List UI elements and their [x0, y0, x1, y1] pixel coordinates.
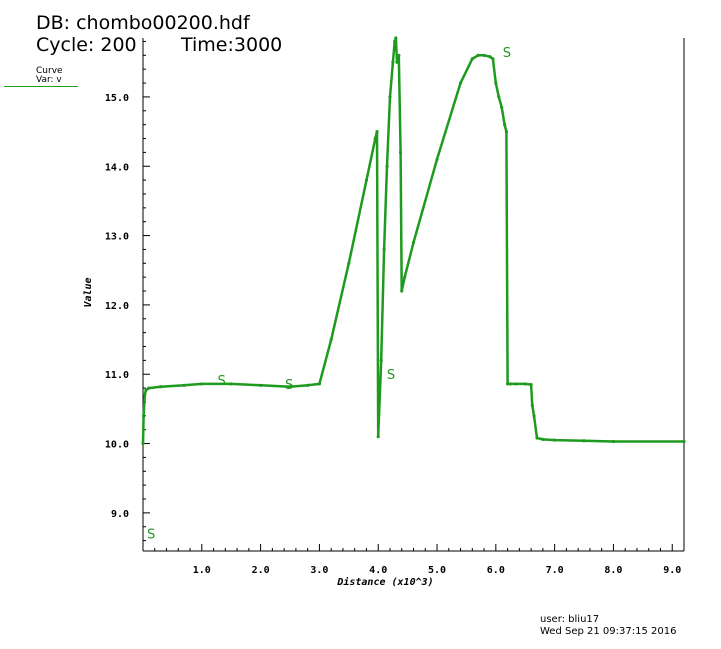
- data-point: [200, 382, 204, 386]
- data-point: [259, 383, 263, 387]
- legend-line: [4, 86, 78, 87]
- data-point: [376, 435, 380, 439]
- data-point: [488, 55, 492, 59]
- data-point: [379, 358, 383, 362]
- data-point: [458, 81, 463, 85]
- data-point: [329, 337, 333, 342]
- x-tick-label: 5.0: [428, 565, 446, 576]
- y-tick-label: 13.0: [105, 232, 129, 243]
- data-point: [491, 57, 495, 61]
- legend-curve-label: Curve: [36, 66, 63, 76]
- db-title: DB: chombo00200.hdf: [36, 12, 250, 34]
- chart-markers: S S S S S: [147, 46, 511, 543]
- x-tick-label: 3.0: [310, 565, 328, 576]
- data-point: [470, 57, 474, 61]
- data-point: [347, 261, 351, 265]
- cycle-label: Cycle: 200: [36, 34, 137, 56]
- data-point: [582, 439, 586, 443]
- data-point: [682, 439, 686, 444]
- x-tick-label: 7.0: [546, 565, 564, 576]
- data-point: [306, 383, 310, 387]
- data-point: [159, 385, 163, 389]
- data-point: [147, 386, 151, 390]
- y-tick-label: 10.0: [105, 440, 129, 451]
- data-point: [397, 53, 401, 57]
- data-point: [530, 403, 534, 408]
- data-point: [375, 129, 379, 134]
- data-point: [494, 81, 498, 85]
- data-point: [394, 36, 398, 40]
- data-point: [403, 275, 407, 279]
- y-tick-label: 9.0: [111, 509, 129, 520]
- curve-marker-s: S: [285, 378, 293, 393]
- y-axis-label: Value: [83, 277, 94, 307]
- data-point: [504, 129, 509, 134]
- y-tick-label: 15.0: [105, 93, 129, 104]
- data-point: [385, 164, 389, 168]
- data-point: [143, 393, 147, 397]
- curve-marker-s: S: [503, 46, 511, 61]
- y-tick-label: 11.0: [105, 370, 129, 381]
- data-point: [497, 95, 501, 99]
- data-point: [523, 382, 527, 386]
- data-point: [182, 383, 186, 387]
- data-point: [476, 53, 480, 57]
- data-point: [514, 382, 519, 386]
- x-tick-label: 2.0: [252, 565, 270, 576]
- y-tick-label: 14.0: [105, 162, 129, 173]
- data-point: [500, 105, 504, 109]
- data-point: [373, 136, 377, 141]
- data-point: [435, 157, 439, 161]
- data-point: [529, 383, 533, 387]
- data-point: [611, 439, 616, 444]
- x-tick-label: 4.0: [369, 565, 387, 576]
- data-point: [503, 123, 507, 127]
- data-point: [400, 289, 404, 293]
- data-point: [364, 178, 369, 182]
- data-point: [532, 414, 536, 418]
- curve-marker-s: S: [387, 368, 395, 383]
- data-point: [508, 382, 513, 386]
- footer-date: Wed Sep 21 09:37:15 2016: [540, 626, 677, 637]
- data-point: [382, 247, 386, 252]
- x-tick-label: 9.0: [663, 565, 681, 576]
- curve-marker-s: S: [147, 528, 155, 543]
- x-axis-label: Distance (x10^3): [336, 576, 433, 588]
- time-label: Time:3000: [181, 34, 283, 56]
- y-tick-label: 12.0: [105, 301, 129, 312]
- data-point: [411, 240, 416, 245]
- data-point: [144, 388, 148, 392]
- data-point: [393, 39, 397, 44]
- footer-user: user: bliu17: [540, 614, 600, 625]
- data-point: [317, 382, 322, 386]
- x-tick-label: 6.0: [487, 565, 505, 576]
- data-point: [541, 437, 545, 441]
- curve-marker-s: S: [218, 374, 226, 389]
- data-point: [482, 53, 486, 57]
- x-tick-label: 8.0: [604, 565, 622, 576]
- x-tick-label: 1.0: [193, 565, 211, 576]
- data-point: [288, 385, 292, 389]
- data-point: [388, 95, 392, 99]
- data-point: [391, 60, 395, 64]
- chart-series: [141, 36, 686, 446]
- legend-var-label: Var: v: [36, 75, 62, 85]
- data-point: [141, 441, 145, 446]
- data-point: [398, 150, 403, 154]
- chart-axes: 9.0 10.0 11.0 12.0 13.0 14.0 15.0 1.0 2.0 3.0 4.0 5…: [83, 38, 685, 588]
- data-point: [553, 438, 557, 442]
- data-point: [505, 382, 510, 386]
- data-point: [141, 414, 146, 418]
- data-point: [535, 436, 539, 440]
- data-point: [229, 382, 233, 386]
- data-point: [395, 60, 399, 64]
